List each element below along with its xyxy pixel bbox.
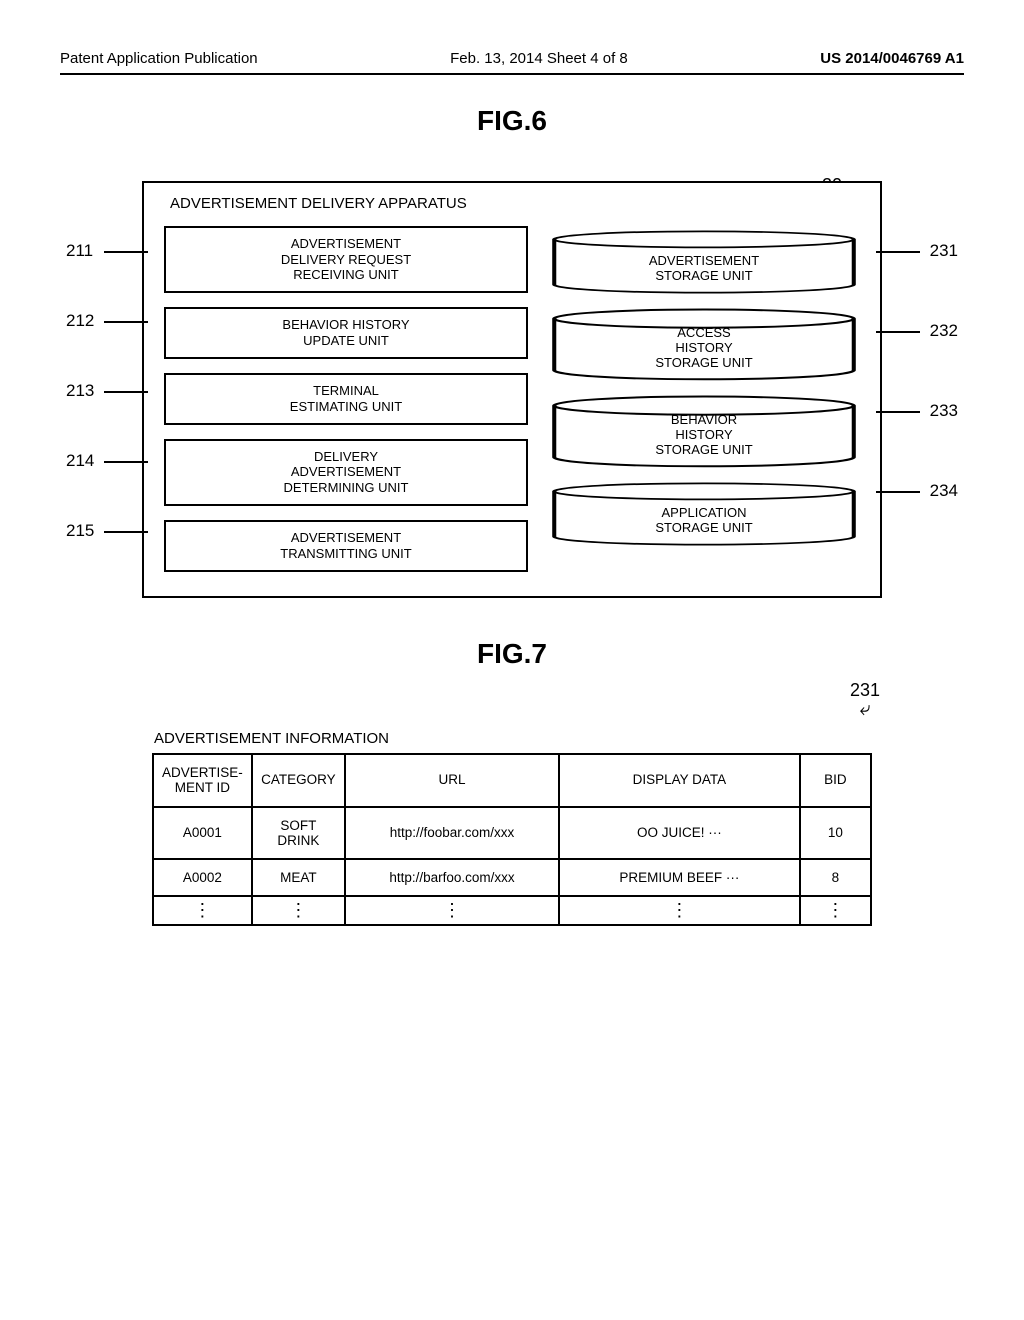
cell-vdots: ⋮ bbox=[345, 896, 559, 925]
lead-232 bbox=[876, 331, 920, 333]
cell-ad-id: A0002 bbox=[153, 859, 252, 896]
cell-url: http://barfoo.com/xxx bbox=[345, 859, 559, 896]
ref-231-table: 231 ⤶ bbox=[850, 680, 880, 717]
ref-231-hook: ⤶ bbox=[850, 701, 880, 717]
table-header-row: ADVERTISE- MENT ID CATEGORY URL DISPLAY … bbox=[153, 754, 871, 807]
unit-214-label: DELIVERY ADVERTISEMENT DETERMINING UNIT bbox=[284, 449, 409, 496]
cell-vdots: ⋮ bbox=[559, 896, 800, 925]
header-left: Patent Application Publication bbox=[60, 50, 258, 67]
ref-211: 211 bbox=[66, 241, 93, 261]
ref-214: 214 bbox=[66, 451, 94, 471]
unit-212: BEHAVIOR HISTORY UPDATE UNIT bbox=[164, 307, 528, 359]
ref-231: 231 bbox=[930, 241, 958, 261]
lead-212 bbox=[104, 321, 148, 323]
fig6-diagram: 20 ⤶ ADVERTISEMENT DELIVERY APPARATUS 21… bbox=[142, 181, 882, 598]
cell-display: OO JUICE! ··· bbox=[559, 807, 800, 859]
lead-214 bbox=[104, 461, 148, 463]
lead-231 bbox=[876, 251, 920, 253]
apparatus-title: ADVERTISEMENT DELIVERY APPARATUS bbox=[164, 195, 860, 212]
header-mid: Feb. 13, 2014 Sheet 4 of 8 bbox=[450, 50, 628, 67]
table-row: ⋮ ⋮ ⋮ ⋮ ⋮ bbox=[153, 896, 871, 925]
ref-233: 233 bbox=[930, 401, 958, 421]
cell-category: MEAT bbox=[252, 859, 345, 896]
unit-213: TERMINAL ESTIMATING UNIT bbox=[164, 373, 528, 425]
cell-category: SOFT DRINK bbox=[252, 807, 345, 859]
ref-231-num: 231 bbox=[850, 680, 880, 700]
col-category: CATEGORY bbox=[252, 754, 345, 807]
storage-234-label: APPLICATION STORAGE UNIT bbox=[655, 506, 752, 536]
col-url: URL bbox=[345, 754, 559, 807]
unit-215: ADVERTISEMENT TRANSMITTING UNIT bbox=[164, 520, 528, 572]
fig6-title: FIG.6 bbox=[60, 105, 964, 137]
cell-url: http://foobar.com/xxx bbox=[345, 807, 559, 859]
lead-211 bbox=[104, 251, 148, 253]
lead-215 bbox=[104, 531, 148, 533]
left-column: ADVERTISEMENT DELIVERY REQUEST RECEIVING… bbox=[164, 226, 528, 572]
col-display-data: DISPLAY DATA bbox=[559, 754, 800, 807]
unit-211-label: ADVERTISEMENT DELIVERY REQUEST RECEIVING… bbox=[281, 236, 411, 283]
unit-215-label: ADVERTISEMENT TRANSMITTING UNIT bbox=[280, 530, 411, 561]
table-row: A0001 SOFT DRINK http://foobar.com/xxx O… bbox=[153, 807, 871, 859]
storage-232-label: ACCESS HISTORY STORAGE UNIT bbox=[655, 326, 752, 371]
page-header: Patent Application Publication Feb. 13, … bbox=[60, 50, 964, 75]
lead-234 bbox=[876, 491, 920, 493]
col-ad-id-label: ADVERTISE- MENT ID bbox=[162, 765, 243, 796]
col-bid: BID bbox=[800, 754, 871, 807]
storage-231: ADVERTISEMENT STORAGE UNIT bbox=[548, 230, 860, 294]
unit-212-label: BEHAVIOR HISTORY UPDATE UNIT bbox=[282, 317, 409, 348]
cell-ad-id: A0001 bbox=[153, 807, 252, 859]
col-ad-id: ADVERTISE- MENT ID bbox=[153, 754, 252, 807]
table-title: ADVERTISEMENT INFORMATION bbox=[154, 730, 872, 747]
cell-bid: 8 bbox=[800, 859, 871, 896]
table-row: A0002 MEAT http://barfoo.com/xxx PREMIUM… bbox=[153, 859, 871, 896]
cell-vdots: ⋮ bbox=[252, 896, 345, 925]
ref-232: 232 bbox=[930, 321, 958, 341]
ref-213: 213 bbox=[66, 381, 94, 401]
advertisement-table: ADVERTISE- MENT ID CATEGORY URL DISPLAY … bbox=[152, 753, 872, 926]
apparatus-box: ADVERTISEMENT DELIVERY APPARATUS 211 212… bbox=[142, 181, 882, 598]
cell-vdots: ⋮ bbox=[800, 896, 871, 925]
unit-211: ADVERTISEMENT DELIVERY REQUEST RECEIVING… bbox=[164, 226, 528, 293]
storage-233: BEHAVIOR HISTORY STORAGE UNIT bbox=[548, 395, 860, 468]
storage-234: APPLICATION STORAGE UNIT bbox=[548, 482, 860, 546]
unit-214: DELIVERY ADVERTISEMENT DETERMINING UNIT bbox=[164, 439, 528, 506]
fig7-title: FIG.7 bbox=[60, 638, 964, 670]
storage-233-label: BEHAVIOR HISTORY STORAGE UNIT bbox=[655, 413, 752, 458]
ref-212: 212 bbox=[66, 311, 94, 331]
right-column: ADVERTISEMENT STORAGE UNIT ACCESS HISTOR… bbox=[548, 226, 860, 572]
cell-vdots: ⋮ bbox=[153, 896, 252, 925]
header-right: US 2014/0046769 A1 bbox=[820, 50, 964, 67]
cell-display: PREMIUM BEEF ··· bbox=[559, 859, 800, 896]
storage-231-label: ADVERTISEMENT STORAGE UNIT bbox=[649, 254, 759, 284]
ref-215: 215 bbox=[66, 521, 94, 541]
lead-233 bbox=[876, 411, 920, 413]
storage-232: ACCESS HISTORY STORAGE UNIT bbox=[548, 308, 860, 381]
unit-213-label: TERMINAL ESTIMATING UNIT bbox=[290, 383, 402, 414]
cell-bid: 10 bbox=[800, 807, 871, 859]
ref-234: 234 bbox=[930, 481, 958, 501]
fig7-table-wrap: 231 ⤶ ADVERTISEMENT INFORMATION ADVERTIS… bbox=[152, 730, 872, 926]
lead-213 bbox=[104, 391, 148, 393]
